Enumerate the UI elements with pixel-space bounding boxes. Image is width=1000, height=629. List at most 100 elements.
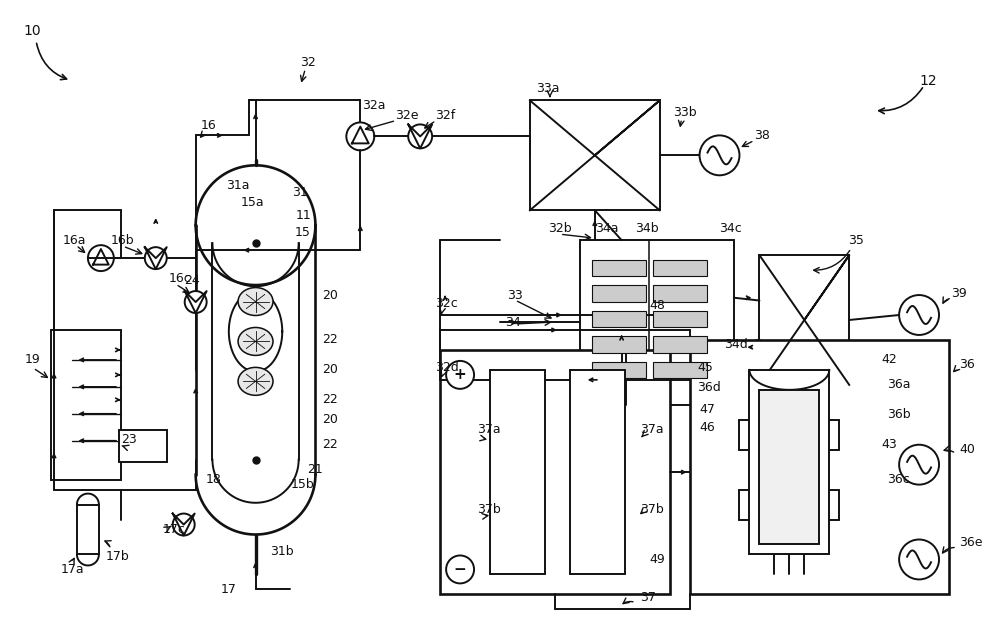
Bar [653, 260, 707, 276]
Text: 22: 22 [322, 333, 338, 347]
Text: 11: 11 [295, 209, 311, 221]
Text: 31: 31 [292, 186, 308, 199]
Bar [77, 504, 99, 555]
Text: 33a: 33a [536, 82, 559, 95]
Text: 49: 49 [650, 553, 665, 566]
Text: 48: 48 [650, 299, 666, 311]
Bar [653, 337, 707, 353]
Bar [592, 286, 646, 302]
Text: 47: 47 [700, 403, 715, 416]
Text: 31b: 31b [271, 545, 294, 558]
Text: 17c: 17c [163, 523, 186, 536]
Text: 36c: 36c [887, 473, 910, 486]
Circle shape [185, 291, 207, 313]
Text: 16: 16 [201, 119, 216, 132]
Text: 36: 36 [959, 359, 975, 371]
Text: 43: 43 [881, 438, 897, 451]
Circle shape [446, 361, 474, 389]
Text: 15: 15 [294, 226, 310, 238]
Bar [759, 255, 849, 385]
Text: 36e: 36e [959, 536, 982, 549]
Bar [759, 390, 819, 545]
Text: 20: 20 [322, 413, 338, 426]
Text: 16b: 16b [111, 233, 134, 247]
Bar [749, 370, 829, 555]
Bar [653, 311, 707, 328]
Text: 17a: 17a [61, 563, 85, 576]
Bar [530, 101, 660, 210]
Text: 17: 17 [221, 583, 236, 596]
Text: 22: 22 [322, 393, 338, 406]
Circle shape [145, 247, 167, 269]
Text: 33: 33 [507, 289, 523, 301]
Circle shape [899, 295, 939, 335]
Text: 22: 22 [322, 438, 338, 451]
Text: 37a: 37a [477, 423, 501, 437]
Ellipse shape [238, 367, 273, 395]
Text: 12: 12 [919, 74, 937, 87]
Bar [570, 370, 625, 574]
Text: 46: 46 [700, 421, 715, 434]
Bar [51, 330, 121, 480]
Text: 34c: 34c [720, 221, 742, 235]
Text: 32c: 32c [435, 296, 458, 309]
Bar [490, 370, 545, 574]
Text: 15b: 15b [290, 478, 314, 491]
Text: 19: 19 [25, 353, 41, 367]
Circle shape [173, 513, 195, 535]
Text: 16a: 16a [63, 233, 86, 247]
Text: 20: 20 [322, 289, 338, 301]
Text: 37b: 37b [640, 503, 663, 516]
Text: 37a: 37a [640, 423, 663, 437]
Text: −: − [454, 562, 466, 577]
Text: 36a: 36a [887, 379, 911, 391]
Text: 31a: 31a [226, 179, 249, 192]
Text: 36d: 36d [698, 381, 721, 394]
Text: 37: 37 [640, 591, 656, 604]
Bar [440, 350, 670, 594]
Circle shape [700, 135, 739, 175]
Text: 17b: 17b [106, 550, 130, 563]
Bar [592, 362, 646, 379]
Text: 36b: 36b [887, 408, 911, 421]
Bar [592, 260, 646, 276]
Bar [592, 337, 646, 353]
Text: 18: 18 [206, 473, 222, 486]
Text: 34: 34 [505, 316, 521, 330]
Bar [653, 362, 707, 379]
Text: 32d: 32d [435, 362, 459, 374]
Text: 32f: 32f [435, 109, 455, 122]
Circle shape [408, 125, 432, 148]
Text: 39: 39 [951, 287, 967, 299]
Text: 35: 35 [848, 233, 864, 247]
Text: 42: 42 [881, 353, 897, 367]
Bar [653, 286, 707, 302]
Text: 37b: 37b [477, 503, 501, 516]
Ellipse shape [238, 287, 273, 316]
Text: 34a: 34a [595, 221, 618, 235]
Bar [580, 240, 734, 405]
Text: 40: 40 [959, 443, 975, 456]
Text: 38: 38 [754, 129, 770, 142]
Text: 34b: 34b [635, 221, 658, 235]
Text: 32e: 32e [395, 109, 419, 122]
Ellipse shape [238, 328, 273, 355]
Text: 24: 24 [184, 274, 199, 287]
Text: 32: 32 [300, 56, 316, 69]
Text: 16c: 16c [169, 272, 191, 284]
Bar [119, 430, 167, 462]
Text: 34d: 34d [725, 338, 748, 352]
Text: +: + [454, 367, 466, 382]
Text: 32a: 32a [362, 99, 386, 112]
Circle shape [899, 540, 939, 579]
Text: 15a: 15a [241, 196, 264, 209]
Text: 23: 23 [121, 433, 137, 446]
Text: 10: 10 [23, 24, 41, 38]
Text: 45: 45 [698, 362, 713, 374]
Text: 33b: 33b [673, 106, 696, 119]
Text: 20: 20 [322, 364, 338, 376]
Bar [592, 311, 646, 328]
Circle shape [899, 445, 939, 484]
Bar [690, 340, 949, 594]
Text: 32b: 32b [548, 221, 572, 235]
